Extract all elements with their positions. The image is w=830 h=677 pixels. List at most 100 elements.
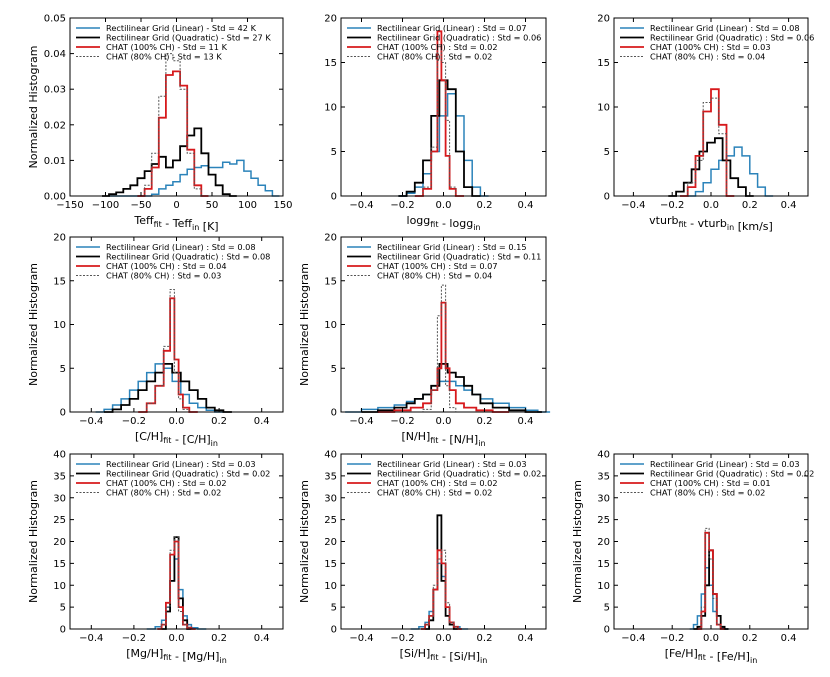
x-tick-label: −0.2 bbox=[390, 200, 414, 211]
panel-feh: −0.4 −0.2 0.0 0.2 0.4 0 5 10 15 20 25 30 35 40 [Fe/H]f… bbox=[571, 450, 814, 666]
x-axis-label-part: [N/H] bbox=[401, 430, 430, 443]
x-axis-label-part: [Fe/H] bbox=[665, 647, 698, 660]
series-linear-line bbox=[410, 562, 469, 630]
y-axis-label: Normalized Histogram bbox=[571, 480, 584, 603]
x-axis-label: loggfit - loggin bbox=[407, 214, 481, 232]
x-tick-label: −0.4 bbox=[621, 633, 645, 644]
legend-entry-chat80: CHAT (80% CH) : Std = 0.02 bbox=[650, 488, 765, 498]
legend-entry-chat80: CHAT (80% CH) : Std = 0.04 bbox=[650, 52, 765, 62]
x-tick-label: 0.0 bbox=[169, 416, 185, 427]
series-chat80-line bbox=[680, 97, 735, 197]
x-tick-label: 0.2 bbox=[477, 633, 493, 644]
panel-vturb: −0.4 −0.2 0.0 0.2 0.4 0 5 10 15 20 vturbfit - vtur… bbox=[597, 14, 814, 234]
x-tick-label: −150 bbox=[56, 200, 83, 211]
x-axis-label-subscript: in bbox=[727, 223, 734, 232]
panel-ch: −0.4 −0.2 0.0 0.2 0.4 0 5 10 15 20 [C/H]fit - [C/H… bbox=[27, 233, 284, 448]
x-tick-label: 0.4 bbox=[518, 200, 534, 211]
legend-entry-chat100: CHAT (100% CH) : Std = 0.07 bbox=[377, 261, 498, 271]
x-axis-label-part: - logg bbox=[438, 217, 473, 230]
series-linear-line bbox=[398, 92, 489, 197]
y-tick-label: 15 bbox=[324, 559, 337, 570]
series-linear-line bbox=[95, 363, 224, 413]
y-tick-label: 20 bbox=[324, 537, 337, 548]
x-tick-label: −0.2 bbox=[660, 633, 684, 644]
legend-entry-quadratic: Rectilinear Grid (Quadratic) : Std = 0.0… bbox=[650, 33, 814, 43]
legend-entry-chat100: CHAT (100% CH) : Std = 0.03 bbox=[650, 42, 771, 52]
y-tick-label: 20 bbox=[324, 14, 337, 25]
legend-entry-chat100: CHAT (100% CH) : Std = 0.01 bbox=[650, 478, 771, 488]
series-chat100-line bbox=[157, 540, 196, 630]
x-tick-label: −0.2 bbox=[390, 633, 414, 644]
series-chat80-line bbox=[420, 549, 462, 630]
y-tick-label: 15 bbox=[324, 58, 337, 69]
series-linear-line bbox=[687, 146, 774, 197]
legend-entry-chat80: CHAT (80% CH) : Std = 0.02 bbox=[377, 488, 492, 498]
x-tick-label: 0.0 bbox=[169, 633, 185, 644]
x-axis-label-part: - [Si/H] bbox=[438, 650, 480, 663]
x-axis-label: [Mg/H]fit - [Mg/H]in bbox=[126, 647, 227, 665]
x-tick-label: 0.0 bbox=[436, 633, 452, 644]
y-tick-label: 5 bbox=[60, 603, 66, 614]
y-tick-label: 0 bbox=[60, 625, 66, 636]
x-tick-label: 0.0 bbox=[436, 416, 452, 427]
x-tick-label: 0.4 bbox=[518, 633, 534, 644]
y-tick-label: 25 bbox=[597, 515, 610, 526]
y-tick-label: 5 bbox=[604, 147, 610, 158]
x-tick-label: 0.4 bbox=[781, 200, 797, 211]
x-axis-label-part: [km/s] bbox=[734, 220, 773, 233]
legend-entry-quadratic: Rectilinear Grid (Quadratic) : Std = 0.0… bbox=[650, 469, 814, 479]
y-tick-label: 35 bbox=[324, 471, 337, 482]
y-tick-label: 10 bbox=[324, 103, 337, 114]
legend-entry-linear: Rectilinear Grid (Linear) - Std = 42 K bbox=[106, 23, 257, 33]
x-axis-label-subscript: in bbox=[473, 223, 480, 232]
x-axis-label-subscript: fit bbox=[698, 653, 706, 662]
x-tick-label: 0.0 bbox=[703, 200, 719, 211]
x-axis-label: [Si/H]fit - [Si/H]in bbox=[400, 647, 488, 665]
series-quadratic-line bbox=[425, 514, 458, 630]
y-tick-label: 30 bbox=[53, 493, 66, 504]
y-tick-label: 0 bbox=[604, 625, 610, 636]
series-linear-line bbox=[146, 558, 207, 630]
y-tick-label: 0 bbox=[331, 192, 337, 203]
legend-entry-linear: Rectilinear Grid (Linear) : Std = 0.03 bbox=[650, 459, 800, 469]
x-axis-label-subscript: in bbox=[219, 656, 226, 665]
legend-entry-chat100: CHAT (100% CH) : Std = 0.04 bbox=[106, 261, 227, 271]
x-axis-label: [C/H]fit - [C/H]in bbox=[135, 430, 218, 448]
x-axis-label: Tefffit - Teffin [K] bbox=[133, 214, 218, 233]
y-tick-label: 0.01 bbox=[44, 156, 66, 167]
y-tick-label: 40 bbox=[53, 450, 66, 461]
y-tick-label: 35 bbox=[597, 471, 610, 482]
x-axis-label-part: [Si/H] bbox=[400, 647, 431, 660]
x-tick-label: −0.4 bbox=[79, 633, 103, 644]
x-axis-label-subscript: in bbox=[750, 656, 757, 665]
y-tick-label: 25 bbox=[53, 515, 66, 526]
series-quadratic-line bbox=[361, 363, 542, 413]
x-axis-label-subscript: fit bbox=[430, 653, 438, 662]
legend-entry-chat80: CHAT (80% CH) : Std = 0.04 bbox=[377, 271, 492, 281]
legend-entry-linear: Rectilinear Grid (Linear) : Std = 0.03 bbox=[377, 459, 527, 469]
panel-sih: −0.4 −0.2 0.0 0.2 0.4 0 5 10 15 20 25 30 35 40 [Si/H]f… bbox=[298, 450, 547, 665]
series-quadratic-line bbox=[398, 79, 481, 197]
series-chat100-line bbox=[697, 531, 725, 630]
x-tick-label: −0.2 bbox=[660, 200, 684, 211]
series-quadratic-line bbox=[102, 127, 237, 197]
y-tick-label: 15 bbox=[597, 58, 610, 69]
y-tick-label: 5 bbox=[331, 364, 337, 375]
x-tick-label: 0.4 bbox=[781, 633, 797, 644]
series-chat80-line bbox=[414, 44, 464, 197]
y-tick-label: 10 bbox=[324, 581, 337, 592]
panel-mgh: −0.4 −0.2 0.0 0.2 0.4 0 5 10 15 20 25 30 35 40 [Mg/H]f… bbox=[27, 450, 284, 665]
x-tick-label: 0.2 bbox=[477, 200, 493, 211]
x-tick-label: −0.4 bbox=[349, 633, 373, 644]
legend-entry-linear: Rectilinear Grid (Linear) : Std = 0.08 bbox=[106, 242, 256, 252]
x-tick-label: −0.4 bbox=[79, 416, 103, 427]
legend-entry-quadratic: Rectilinear Grid (Quadratic) : Std = 0.0… bbox=[106, 469, 270, 479]
x-tick-label: −0.4 bbox=[349, 200, 373, 211]
y-tick-label: 5 bbox=[60, 364, 66, 375]
series-chat80-line bbox=[157, 536, 196, 630]
legend-entry-quadratic: Rectilinear Grid (Quadratic) : Std = 0.1… bbox=[377, 252, 541, 262]
series-chat100-line bbox=[138, 297, 198, 413]
legend-entry-chat80: CHAT (80% CH) : Std = 0.02 bbox=[377, 52, 492, 62]
y-tick-label: 20 bbox=[597, 14, 610, 25]
